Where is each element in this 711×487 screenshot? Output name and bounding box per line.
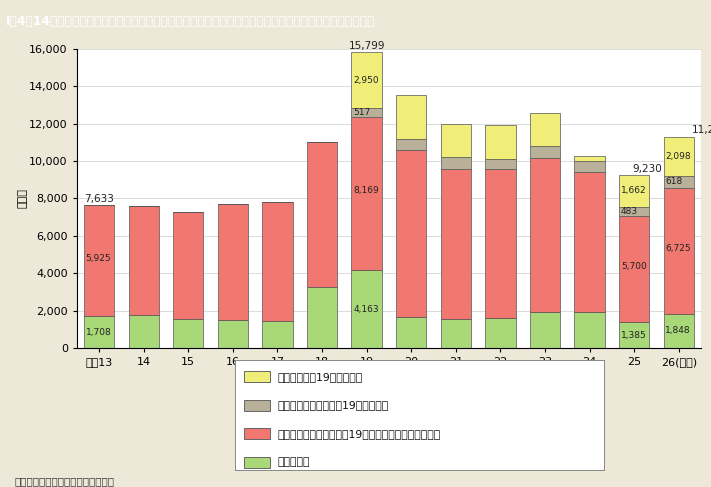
Bar [574,156,605,161]
Bar [485,159,515,169]
Bar [351,117,382,270]
Text: 9,230: 9,230 [633,164,663,174]
Text: 女性労働者等から（平成19年度以降女性労働者のみ）: 女性労働者等から（平成19年度以降女性労働者のみ） [277,429,440,439]
Bar [262,202,293,321]
Bar [351,53,382,108]
Bar [396,150,427,317]
Text: （備考）厚生労働省資料より作成。: （備考）厚生労働省資料より作成。 [14,477,114,487]
Bar [441,157,471,169]
Text: 15,799: 15,799 [348,41,385,51]
Bar [530,147,560,158]
Text: 男性労働者から（平成19年度以降）: 男性労働者から（平成19年度以降） [277,400,388,411]
Bar [485,126,515,159]
Bar [619,175,649,206]
Text: 1,708: 1,708 [86,328,112,337]
Y-axis label: （件）: （件） [18,188,28,208]
Text: 4,163: 4,163 [353,305,379,314]
Bar [129,315,159,348]
Bar [663,176,694,187]
Bar [396,95,427,139]
Bar [262,321,293,348]
Bar [619,322,649,348]
Bar [485,169,515,318]
Text: 517: 517 [353,108,370,117]
Bar [173,319,203,348]
Bar [244,400,269,411]
Bar [396,317,427,348]
Bar [396,138,427,150]
Bar [244,457,269,468]
Text: 1,662: 1,662 [621,187,646,195]
Bar [574,312,605,348]
Text: 483: 483 [621,206,638,216]
Bar [530,113,560,147]
Bar [84,316,114,348]
Bar [530,158,560,312]
Text: 2,950: 2,950 [353,75,379,85]
Bar [441,318,471,348]
Text: 7,633: 7,633 [84,194,114,204]
Bar [441,124,471,157]
Text: その他（平成19年度以降）: その他（平成19年度以降） [277,372,363,382]
Bar [619,206,649,216]
Bar [530,312,560,348]
Bar [574,161,605,172]
Bar [485,318,515,348]
Bar [244,371,269,382]
Bar [663,137,694,176]
Text: 2,098: 2,098 [665,152,691,161]
Bar [218,320,248,348]
Bar [351,108,382,117]
Text: 6,725: 6,725 [665,244,691,253]
Bar [307,287,337,348]
Text: 8,169: 8,169 [353,186,379,195]
Text: 5,925: 5,925 [86,254,112,263]
Bar [619,216,649,322]
Text: 1,848: 1,848 [665,326,691,336]
Bar [663,314,694,348]
Text: 5,700: 5,700 [621,262,646,271]
Text: 11,289: 11,289 [692,125,711,135]
Bar [574,172,605,312]
Text: I－4－14図　都道府県労働局雇用均等室に寄せられた職場におけるセクシュアル・ハラスメントの相談件数: I－4－14図 都道府県労働局雇用均等室に寄せられた職場におけるセクシュアル・ハ… [6,16,375,28]
Bar [218,204,248,320]
Bar [307,142,337,287]
Bar [351,270,382,348]
Bar [129,206,159,315]
Bar [663,187,694,314]
Bar [84,206,114,316]
Text: 1,385: 1,385 [621,331,646,340]
Bar [441,169,471,318]
Bar [244,429,269,439]
Bar [173,211,203,319]
Text: 618: 618 [665,177,683,187]
Text: 事業主から: 事業主から [277,457,310,468]
